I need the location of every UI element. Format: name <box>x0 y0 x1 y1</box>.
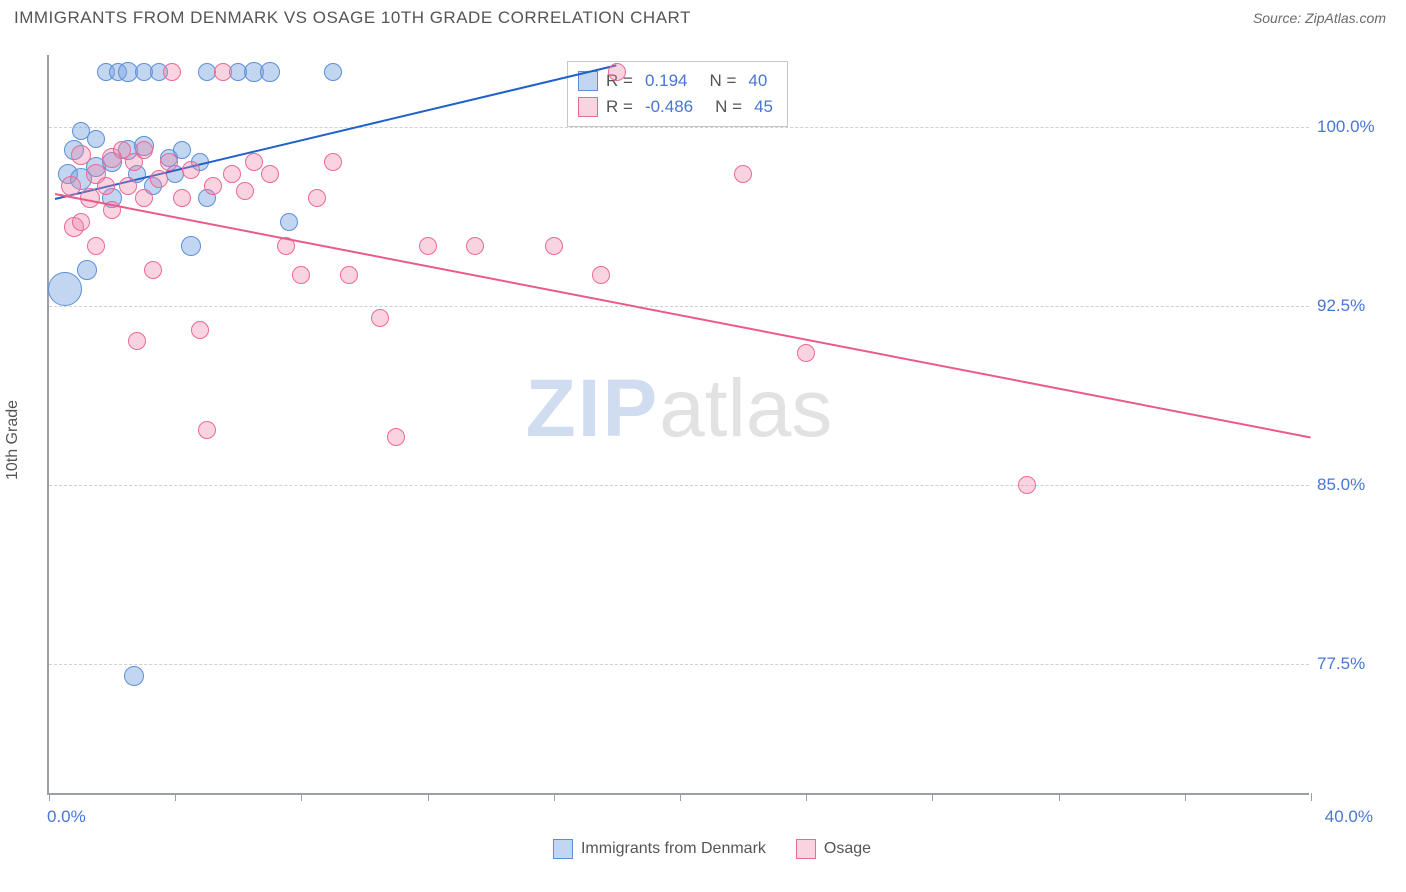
data-point <box>163 63 181 81</box>
legend-item: Osage <box>796 839 871 859</box>
data-point <box>545 237 563 255</box>
n-label: N = <box>715 94 742 120</box>
data-point <box>734 165 752 183</box>
data-point <box>340 266 358 284</box>
data-point <box>119 177 137 195</box>
data-point <box>280 213 298 231</box>
data-point <box>223 165 241 183</box>
n-value: 45 <box>754 94 773 120</box>
plot-area: ZIPatlas R =0.194N =40R =-0.486N =45 0.0… <box>47 55 1377 825</box>
data-point <box>324 63 342 81</box>
x-tick <box>1185 793 1186 801</box>
r-label: R = <box>606 94 633 120</box>
legend-label: Osage <box>824 840 871 858</box>
gridline <box>49 306 1309 307</box>
x-tick <box>680 793 681 801</box>
trendline <box>55 65 617 201</box>
r-value: -0.486 <box>645 94 693 120</box>
data-point <box>236 182 254 200</box>
data-point <box>204 177 222 195</box>
n-label: N = <box>709 68 736 94</box>
y-tick-label: 100.0% <box>1317 117 1375 137</box>
data-point <box>77 260 97 280</box>
x-tick <box>806 793 807 801</box>
x-tick <box>1311 793 1312 801</box>
data-point <box>160 153 178 171</box>
chart-title: IMMIGRANTS FROM DENMARK VS OSAGE 10TH GR… <box>14 8 691 28</box>
data-point <box>135 189 153 207</box>
source-label: Source: ZipAtlas.com <box>1253 10 1386 26</box>
data-point <box>308 189 326 207</box>
title-bar: IMMIGRANTS FROM DENMARK VS OSAGE 10TH GR… <box>0 0 1406 36</box>
x-tick <box>428 793 429 801</box>
data-point <box>261 165 279 183</box>
legend-item: Immigrants from Denmark <box>553 839 766 859</box>
data-point <box>135 141 153 159</box>
data-point <box>592 266 610 284</box>
data-point <box>150 170 168 188</box>
data-point <box>1018 476 1036 494</box>
legend-swatch <box>796 839 816 859</box>
gridline <box>49 127 1309 128</box>
data-point <box>245 153 263 171</box>
x-tick <box>301 793 302 801</box>
trendline <box>55 193 1311 438</box>
data-point <box>214 63 232 81</box>
x-tick <box>554 793 555 801</box>
data-point <box>260 62 280 82</box>
gridline <box>49 664 1309 665</box>
r-value: 0.194 <box>645 68 688 94</box>
data-point <box>144 261 162 279</box>
stats-legend-row: R = -0.486 N = 45 <box>578 94 773 120</box>
data-point <box>182 161 200 179</box>
y-tick-label: 85.0% <box>1317 475 1365 495</box>
legend-swatch <box>578 97 598 117</box>
n-value: 40 <box>748 68 767 94</box>
data-point <box>128 332 146 350</box>
data-point <box>87 130 105 148</box>
data-point <box>173 189 191 207</box>
data-point <box>292 266 310 284</box>
data-point <box>608 63 626 81</box>
x-tick <box>1059 793 1060 801</box>
gridline <box>49 485 1309 486</box>
data-point <box>419 237 437 255</box>
data-point <box>466 237 484 255</box>
data-point <box>87 237 105 255</box>
data-point <box>797 344 815 362</box>
series-legend: Immigrants from Denmark Osage <box>553 839 871 859</box>
stats-legend: R =0.194N =40R =-0.486N =45 <box>567 61 788 127</box>
legend-swatch <box>553 839 573 859</box>
y-axis-label: 10th Grade <box>4 400 22 480</box>
plot-canvas: ZIPatlas R =0.194N =40R =-0.486N =45 0.0… <box>47 55 1309 795</box>
x-tick <box>932 793 933 801</box>
data-point <box>48 272 82 306</box>
data-point <box>72 213 90 231</box>
y-tick-label: 92.5% <box>1317 296 1365 316</box>
x-start-label: 0.0% <box>47 807 86 827</box>
x-tick <box>175 793 176 801</box>
data-point <box>191 321 209 339</box>
data-point <box>97 177 115 195</box>
data-point <box>324 153 342 171</box>
data-point <box>198 421 216 439</box>
data-point <box>61 176 81 196</box>
watermark: ZIPatlas <box>526 362 833 456</box>
y-tick-label: 77.5% <box>1317 654 1365 674</box>
data-point <box>387 428 405 446</box>
data-point <box>181 236 201 256</box>
x-end-label: 40.0% <box>1325 807 1373 827</box>
data-point <box>71 145 91 165</box>
legend-label: Immigrants from Denmark <box>581 840 766 858</box>
data-point <box>371 309 389 327</box>
data-point <box>124 666 144 686</box>
x-tick <box>49 793 50 801</box>
